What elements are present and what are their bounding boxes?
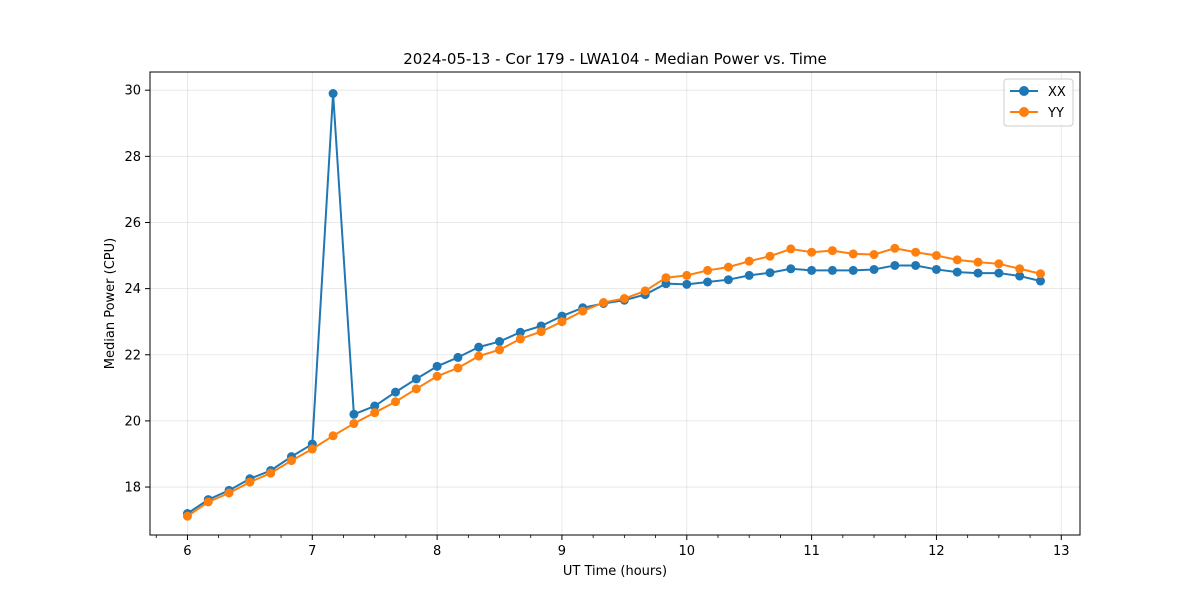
series-layer — [182, 89, 1045, 521]
data-point-yy — [391, 397, 401, 407]
data-point-yy — [619, 294, 629, 304]
axes: 6 7 8 9 10 11 12 13 18 20 22 24 26 28 30 — [124, 84, 1069, 559]
data-point-xx — [931, 264, 941, 274]
x-tick-label: 6 — [183, 544, 191, 559]
data-point-yy — [723, 262, 733, 272]
legend: XX YY — [1003, 78, 1074, 127]
data-point-yy — [827, 246, 837, 256]
data-point-xx — [432, 361, 442, 371]
data-point-yy — [931, 251, 941, 261]
data-point-xx — [786, 264, 796, 274]
data-point-xx — [391, 387, 401, 397]
data-point-xx — [973, 268, 983, 278]
x-axis-label: UT Time (hours) — [563, 564, 667, 579]
data-point-yy — [453, 363, 463, 373]
data-point-xx — [328, 89, 338, 98]
data-point-yy — [1035, 269, 1045, 279]
data-point-yy — [1015, 264, 1025, 274]
y-tick-label: 28 — [124, 150, 141, 165]
x-tick-label: 11 — [803, 544, 820, 559]
data-point-xx — [474, 342, 484, 352]
data-point-yy — [661, 273, 671, 283]
data-point-yy — [994, 259, 1004, 269]
data-point-yy — [557, 317, 567, 327]
data-point-yy — [474, 351, 484, 361]
data-point-xx — [952, 267, 962, 277]
data-point-yy — [911, 247, 921, 257]
chart-title: 2024-05-13 - Cor 179 - LWA104 - Median P… — [403, 50, 827, 68]
data-point-xx — [827, 265, 837, 275]
data-point-yy — [370, 408, 380, 418]
y-tick-label: 30 — [124, 84, 141, 99]
y-tick-label: 20 — [124, 414, 141, 429]
data-point-xx — [890, 260, 900, 270]
data-point-yy — [307, 444, 317, 454]
data-point-yy — [349, 419, 359, 429]
legend-label-xx: XX — [1048, 85, 1066, 100]
grid — [150, 72, 1080, 535]
data-point-xx — [911, 260, 921, 270]
data-point-xx — [703, 277, 713, 287]
data-point-xx — [370, 401, 380, 411]
legend-marker-xx — [1019, 86, 1029, 96]
plot-frame — [149, 71, 1081, 536]
data-point-yy — [515, 334, 525, 344]
data-point-yy — [245, 477, 255, 487]
data-point-yy — [411, 384, 421, 394]
y-tick-label: 22 — [124, 348, 141, 363]
data-point-yy — [703, 265, 713, 275]
x-tick-label: 12 — [928, 544, 945, 559]
data-point-yy — [432, 371, 442, 381]
data-point-yy — [807, 247, 817, 257]
data-point-yy — [848, 249, 858, 259]
data-point-yy — [286, 456, 296, 466]
data-point-yy — [890, 243, 900, 253]
data-point-yy — [203, 497, 213, 507]
y-axis-label: Median Power (CPU) — [103, 238, 118, 369]
data-point-yy — [578, 306, 588, 316]
data-point-xx — [515, 327, 525, 337]
x-tick-label: 10 — [679, 544, 696, 559]
data-point-yy — [973, 257, 983, 267]
data-point-yy — [224, 488, 234, 498]
data-point-xx — [744, 270, 754, 280]
data-point-yy — [182, 511, 192, 521]
data-point-yy — [952, 255, 962, 265]
data-point-xx — [411, 374, 421, 384]
data-point-xx — [1015, 271, 1025, 281]
data-point-xx — [765, 268, 775, 278]
y-tick-label: 24 — [124, 282, 141, 297]
data-point-xx — [723, 275, 733, 285]
data-point-yy — [536, 327, 546, 337]
data-point-yy — [869, 250, 879, 260]
data-point-yy — [640, 286, 650, 296]
data-point-xx — [453, 352, 463, 362]
x-tick-label: 9 — [558, 544, 566, 559]
data-point-xx — [869, 264, 879, 274]
data-point-yy — [328, 431, 338, 441]
data-point-yy — [495, 345, 505, 355]
data-point-xx — [1035, 276, 1045, 286]
data-point-xx — [495, 337, 505, 347]
legend-marker-yy — [1019, 107, 1029, 117]
data-point-xx — [807, 265, 817, 275]
legend-label-yy: YY — [1047, 106, 1064, 121]
data-point-xx — [994, 268, 1004, 278]
data-point-yy — [744, 256, 754, 266]
data-point-yy — [682, 270, 692, 280]
data-point-xx — [848, 265, 858, 275]
y-tick-label: 26 — [124, 216, 141, 231]
data-point-yy — [599, 298, 609, 308]
data-point-yy — [266, 468, 276, 478]
x-tick-label: 13 — [1053, 544, 1070, 559]
x-tick-label: 7 — [308, 544, 316, 559]
x-tick-label: 8 — [433, 544, 441, 559]
y-tick-label: 18 — [124, 481, 141, 496]
data-point-xx — [349, 409, 359, 419]
data-point-yy — [786, 244, 796, 254]
data-point-xx — [682, 279, 692, 289]
data-point-yy — [765, 251, 775, 261]
